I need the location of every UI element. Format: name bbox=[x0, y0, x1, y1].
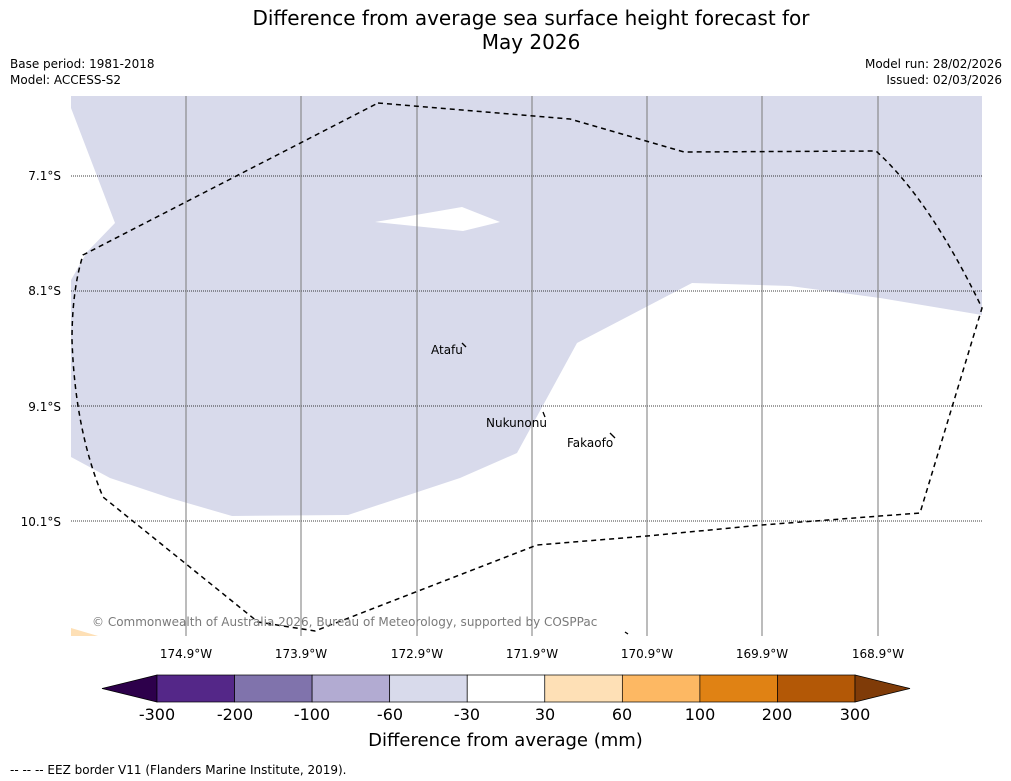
place-labels: Atafu Nukunonu Fakaofo bbox=[431, 343, 613, 450]
colorbar-tick-label: 300 bbox=[839, 705, 871, 724]
colorbar-tick-label: -60 bbox=[376, 705, 404, 724]
colorbar-segment bbox=[466, 674, 546, 703]
copyright-notice: © Commonwealth of Australia 2026, Bureau… bbox=[92, 615, 597, 629]
model-run: Model run: 28/02/2026 bbox=[864, 57, 1002, 71]
eez-legend-note: -- -- -- EEZ border V11 (Flanders Marine… bbox=[10, 763, 347, 777]
lat-label-7-1: 7.1°S bbox=[28, 169, 61, 183]
island-fakaofo bbox=[609, 432, 616, 439]
longitude-labels: 174.9°W 173.9°W 172.9°W 171.9°W 170.9°W … bbox=[160, 647, 904, 661]
title-line-1: Difference from average sea surface heig… bbox=[252, 6, 810, 30]
islet-south bbox=[624, 631, 629, 635]
colorbar-segment bbox=[389, 674, 468, 703]
colorbar-title: Difference from average (mm) bbox=[368, 730, 643, 751]
island-atafu bbox=[461, 342, 467, 348]
lat-label-9-1: 9.1°S bbox=[28, 400, 61, 414]
lon-label-170-9: 170.9°W bbox=[621, 647, 673, 661]
islands bbox=[461, 342, 629, 635]
lat-label-8-1: 8.1°S bbox=[28, 284, 61, 298]
lon-label-173-9: 173.9°W bbox=[275, 647, 327, 661]
meridians bbox=[185, 96, 879, 636]
model-name: Model: ACCESS-S2 bbox=[10, 73, 122, 87]
colorbar-segment bbox=[777, 674, 856, 703]
lon-label-172-9: 172.9°W bbox=[391, 647, 443, 661]
lon-label-174-9: 174.9°W bbox=[160, 647, 212, 661]
model-info: Base period: 1981-2018 Model: ACCESS-S2 bbox=[10, 56, 155, 88]
colorbar-tick-label: 200 bbox=[761, 705, 793, 724]
label-atafu: Atafu bbox=[431, 343, 463, 357]
lon-label-168-9: 168.9°W bbox=[852, 647, 904, 661]
anomaly-region-lavender bbox=[71, 96, 982, 516]
map-area bbox=[71, 96, 982, 636]
label-nukunonu: Nukunonu bbox=[486, 416, 547, 430]
colorbar-segment bbox=[699, 674, 778, 703]
colorbar-tick-label: 100 bbox=[684, 705, 716, 724]
colorbar-extend-low bbox=[101, 674, 158, 703]
colorbar-tick-label: -30 bbox=[453, 705, 481, 724]
colorbar-tick-label: 30 bbox=[534, 705, 556, 724]
colorbar-tick-label: 60 bbox=[611, 705, 633, 724]
issued-date: Issued: 02/03/2026 bbox=[886, 73, 1002, 87]
colorbar-segment bbox=[311, 674, 391, 703]
colorbar-tick-label: -300 bbox=[138, 705, 176, 724]
lat-label-10-1: 10.1°S bbox=[21, 515, 61, 529]
label-fakaofo: Fakaofo bbox=[567, 436, 613, 450]
lon-label-171-9: 171.9°W bbox=[506, 647, 558, 661]
colorbar bbox=[101, 674, 911, 703]
base-period: Base period: 1981-2018 bbox=[10, 57, 155, 71]
colorbar-segment bbox=[234, 674, 313, 703]
colorbar-extend-high bbox=[854, 674, 911, 703]
anomaly-corner-orange bbox=[71, 628, 98, 636]
colorbar-segment bbox=[156, 674, 235, 703]
island-nukunonu bbox=[542, 411, 546, 418]
colorbar-tick-label: -200 bbox=[216, 705, 254, 724]
colorbar-segment bbox=[621, 674, 701, 703]
colorbar-segment bbox=[544, 674, 623, 703]
latitude-labels: 7.1°S 8.1°S 9.1°S 10.1°S bbox=[21, 169, 61, 529]
run-info: Model run: 28/02/2026 Issued: 02/03/2026 bbox=[865, 56, 1002, 88]
map-title: Difference from average sea surface heig… bbox=[0, 6, 1011, 54]
title-line-2: May 2026 bbox=[481, 30, 581, 54]
anomaly-hole bbox=[375, 207, 500, 231]
lon-label-169-9: 169.9°W bbox=[736, 647, 788, 661]
colorbar-tick-label: -100 bbox=[293, 705, 331, 724]
eez-border bbox=[71, 102, 983, 632]
